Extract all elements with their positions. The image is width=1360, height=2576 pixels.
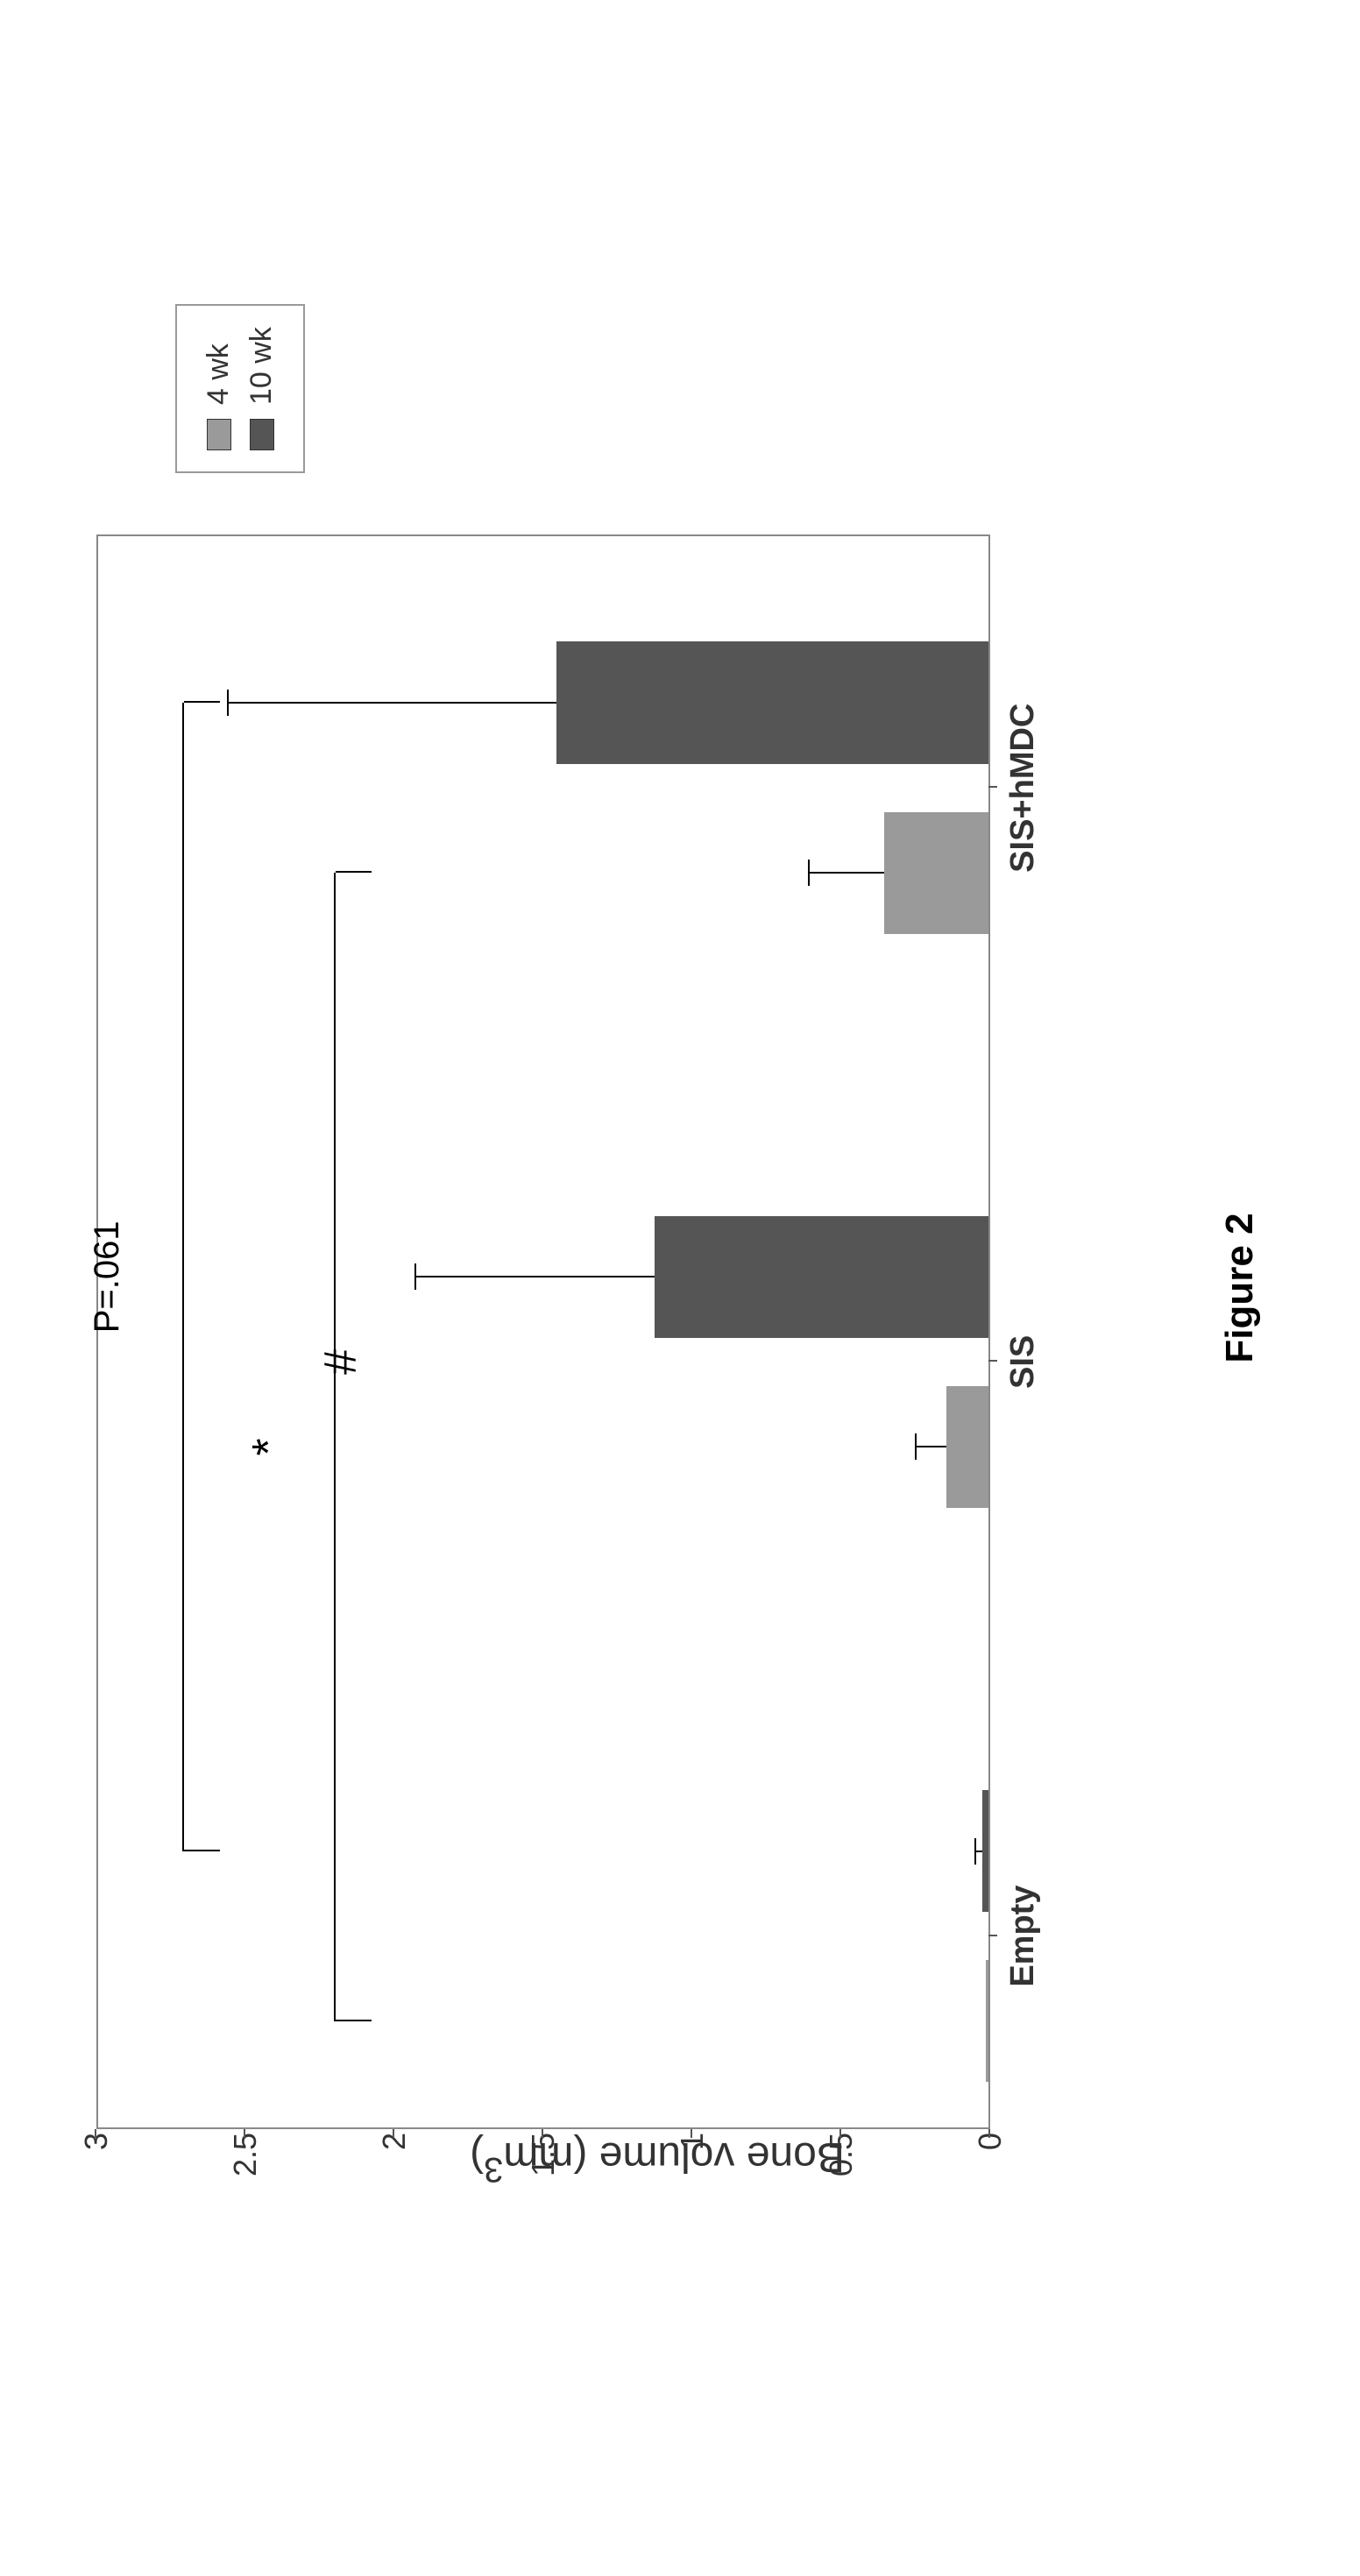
y-tick-mark	[244, 2129, 245, 2138]
y-tick-label: 0.5	[823, 2133, 860, 2203]
sig-label: *	[243, 1438, 295, 1455]
figure-caption-text: Figure 2	[1218, 1213, 1261, 1362]
plot-area: EmptySISSIS+hMDC P=.061*#	[96, 534, 990, 2129]
y-tick-label: 0	[972, 2133, 1009, 2203]
plot-wrap: EmptySISSIS+hMDC P=.061*# 00.511.522.53	[96, 534, 1060, 2199]
y-tick-mark	[839, 2129, 841, 2138]
y-tick-mark	[95, 2129, 96, 2138]
sig-bracket	[182, 703, 184, 1851]
sig-bracket	[334, 873, 336, 2020]
sig-extra-label: #	[315, 1349, 367, 1375]
y-tick-label: 1	[674, 2133, 711, 2203]
legend-label: 10 wk	[244, 327, 279, 405]
sig-bracket-drop	[336, 2020, 372, 2021]
chart-stage: Bone volume (mm3) EmptySISSIS+hMDC P=.06…	[44, 149, 1271, 2427]
sig-label: P=.061	[88, 1221, 127, 1333]
legend-item: 4 wk	[202, 327, 236, 450]
y-tick-label: 1.5	[525, 2133, 562, 2203]
page-root: Bone volume (mm3) EmptySISSIS+hMDC P=.06…	[0, 0, 1360, 2576]
y-tick-mark	[988, 2129, 990, 2138]
y-tick-label: 2.5	[227, 2133, 264, 2203]
legend-swatch	[250, 419, 274, 450]
legend-item: 10 wk	[244, 327, 279, 450]
category-label: SIS	[1004, 1335, 1042, 1389]
x-tick-mark	[988, 1360, 997, 1362]
sig-bracket-drop	[184, 1850, 220, 1851]
significance-layer: P=.061*#	[98, 536, 988, 2127]
sig-bracket-drop	[184, 701, 220, 703]
figure-caption: Figure 2	[1218, 1213, 1262, 1362]
x-tick-mark	[988, 786, 997, 788]
legend: 4 wk10 wk	[175, 304, 305, 473]
y-tick-mark	[542, 2129, 543, 2138]
y-tick-mark	[691, 2129, 692, 2138]
x-tick-mark	[988, 1935, 997, 1936]
y-tick-label: 3	[78, 2133, 115, 2203]
y-tick-label: 2	[376, 2133, 413, 2203]
legend-swatch	[207, 419, 231, 450]
category-label: SIS+hMDC	[1004, 704, 1042, 873]
legend-label: 4 wk	[202, 343, 236, 405]
sig-bracket-drop	[336, 871, 372, 873]
category-label: Empty	[1004, 1886, 1042, 1987]
y-tick-mark	[393, 2129, 394, 2138]
